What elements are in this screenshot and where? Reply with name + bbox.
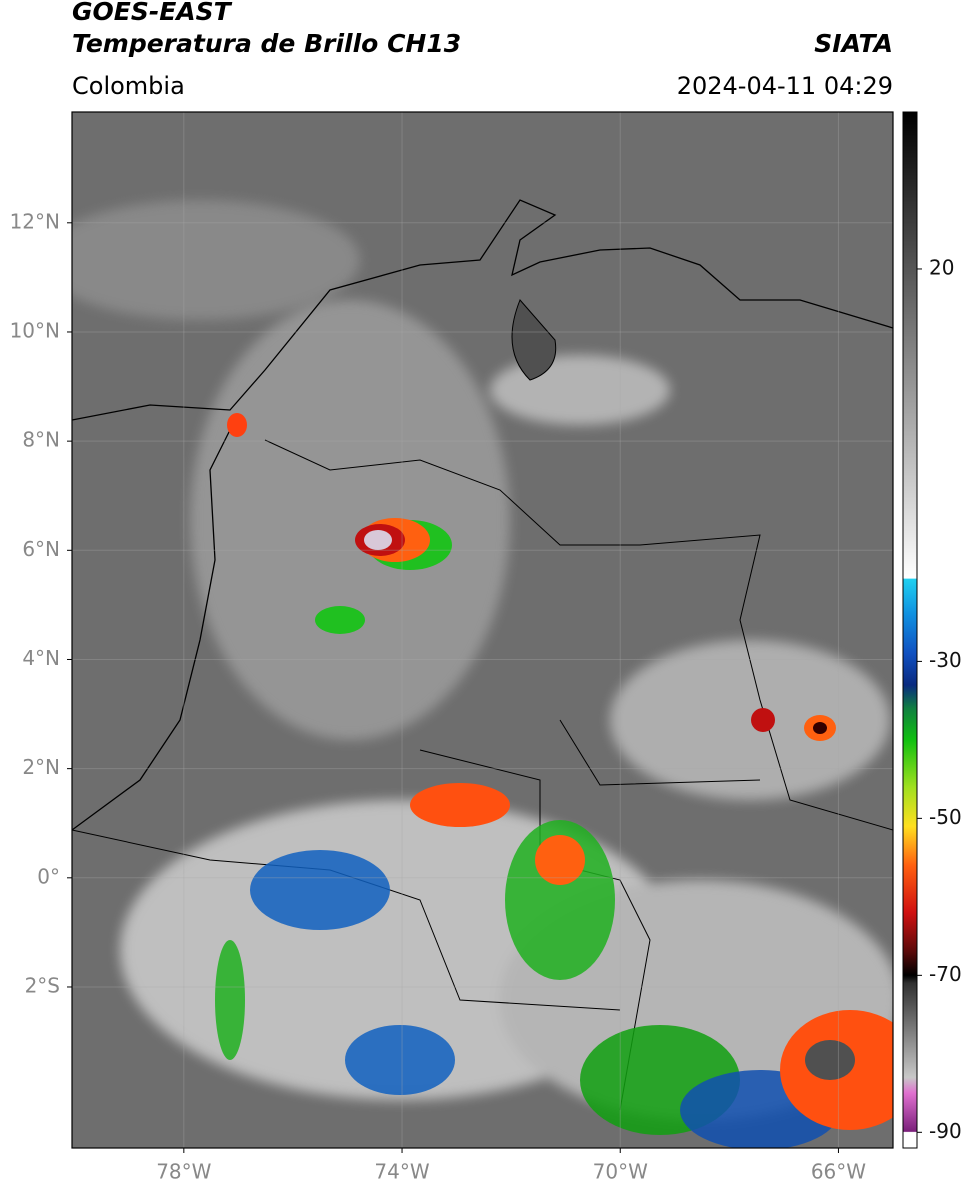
colorbar-tick-label: -90 [929,1119,962,1143]
source: SIATA [814,29,893,58]
title: GOES-EAST [72,0,233,26]
y-tick-label: 6°N [22,537,60,561]
satellite-image [72,112,893,1148]
x-tick-label: 78°W [156,1160,211,1184]
colorbar-tick-label: -70 [929,962,962,986]
y-tick-label: 8°N [22,428,60,452]
colorbar-tick-label: 20 [929,255,954,279]
y-tick-label: 12°N [10,209,60,233]
datetime: 2024-04-11 04:29 [677,72,893,100]
y-tick-label: 0° [37,864,60,888]
x-tick-label: 74°W [374,1160,429,1184]
region: Colombia [72,72,185,100]
colorbar [902,111,918,1149]
x-tick-label: 70°W [593,1160,648,1184]
y-tick-label: 10°N [10,318,60,342]
y-tick-label: 2°N [22,755,60,779]
colorbar-tick-label: -30 [929,648,962,672]
y-tick-label: 4°N [22,646,60,670]
y-tick-label: 2°S [25,973,60,997]
x-tick-label: 66°W [811,1160,866,1184]
map-frame [71,111,894,1149]
colorbar-tick-label: -50 [929,805,962,829]
subtitle: Temperatura de Brillo CH13 [72,29,461,58]
